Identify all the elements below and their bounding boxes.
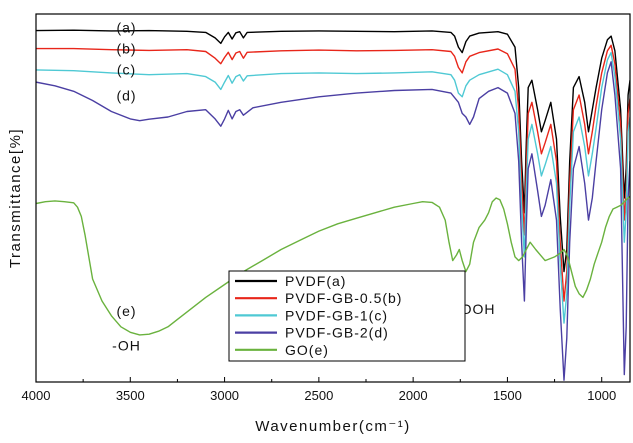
x-tick-label: 3000 [210,388,239,403]
legend-label: PVDF-GB-2(d) [285,325,389,341]
legend-label: PVDF-GB-1(c) [285,307,388,323]
series-line-3 [36,61,630,381]
x-tick-label: 3500 [116,388,145,403]
legend-label: PVDF-GB-0.5(b) [285,290,402,306]
legend-label: GO(e) [285,342,329,358]
series-line-2 [36,51,630,324]
series-line-4 [36,195,630,336]
x-axis: 4000 3500 3000 2500 2000 1500 1000 [22,377,616,403]
annotation-label: (d) [116,87,136,103]
series-layer [36,29,630,381]
series-line-0 [36,29,630,273]
x-tick-label: 2000 [399,388,428,403]
x-axis-label: Wavenumber(cm⁻¹) [255,418,411,435]
series-line-1 [36,44,630,302]
annotation-label: (b) [116,41,136,57]
annotation-label: (a) [116,19,136,35]
plot-frame [35,13,631,383]
legend-label: PVDF(a) [285,273,346,289]
x-tick-label: 4000 [22,388,51,403]
x-tick-label: 2500 [304,388,333,403]
x-tick-label: 1000 [587,388,616,403]
annotation-label: -OH [112,338,141,354]
annotation-label: (c) [117,62,136,78]
legend: PVDF(a)PVDF-GB-0.5(b)PVDF-GB-1(c) PVDF-GB… [228,270,466,362]
x-tick-label: 1500 [493,388,522,403]
y-axis-label: Transmittance[%] [7,128,24,268]
annotation-label: (e) [116,303,136,319]
